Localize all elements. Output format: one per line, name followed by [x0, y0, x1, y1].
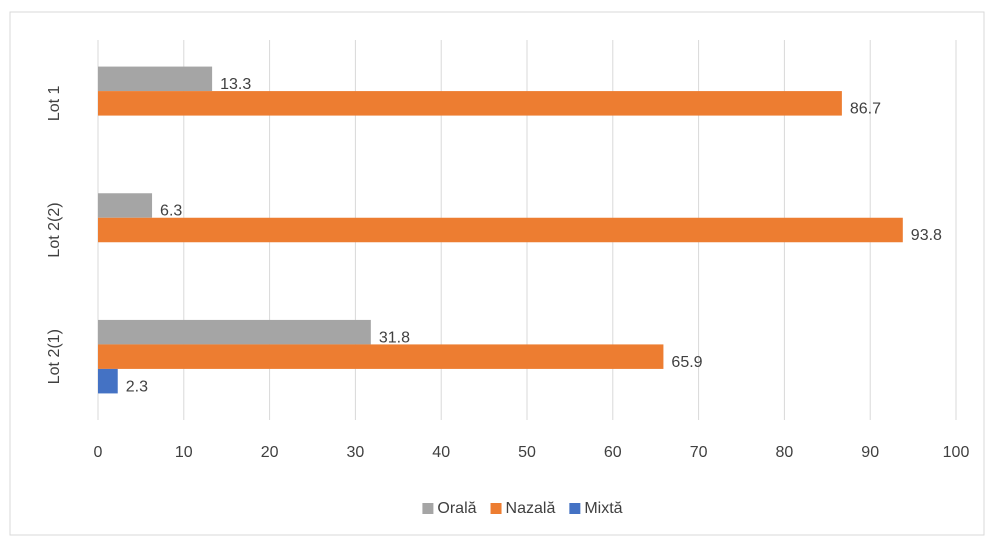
legend-label: Orală	[437, 500, 476, 517]
bar	[98, 193, 153, 218]
y-tick-label: Lot 1	[46, 85, 63, 121]
data-label: 86.7	[850, 101, 881, 118]
bar	[98, 319, 371, 345]
x-tick-label: 20	[261, 444, 279, 461]
x-tick-label: 10	[175, 444, 193, 461]
data-label: 6.3	[160, 203, 182, 220]
x-tick-label: 60	[604, 444, 622, 461]
data-label: 93.8	[911, 227, 942, 244]
x-tick-label: 70	[690, 444, 708, 461]
bar	[98, 91, 842, 116]
x-tick-label: 100	[943, 444, 970, 461]
legend-swatch	[569, 503, 581, 514]
x-tick-label: 30	[347, 444, 365, 461]
y-tick-label: Lot 2(1)	[46, 329, 63, 384]
legend-swatch	[422, 503, 434, 514]
bar	[98, 66, 213, 92]
x-tick-label: 0	[94, 444, 103, 461]
legend-swatch	[490, 503, 502, 514]
bar	[98, 368, 118, 394]
x-tick-label: 50	[518, 444, 536, 461]
data-label: 13.3	[220, 76, 251, 93]
data-label: 2.3	[126, 378, 148, 395]
bar	[98, 217, 903, 243]
x-tick-label: 90	[861, 444, 879, 461]
y-tick-label: Lot 2(2)	[46, 202, 63, 257]
x-tick-label: 40	[432, 444, 450, 461]
data-label: 31.8	[379, 329, 410, 346]
bar	[98, 344, 664, 369]
data-label: 65.9	[671, 354, 702, 371]
legend-label: Nazală	[506, 500, 556, 517]
x-tick-label: 80	[776, 444, 794, 461]
legend-label: Mixtă	[584, 500, 622, 517]
